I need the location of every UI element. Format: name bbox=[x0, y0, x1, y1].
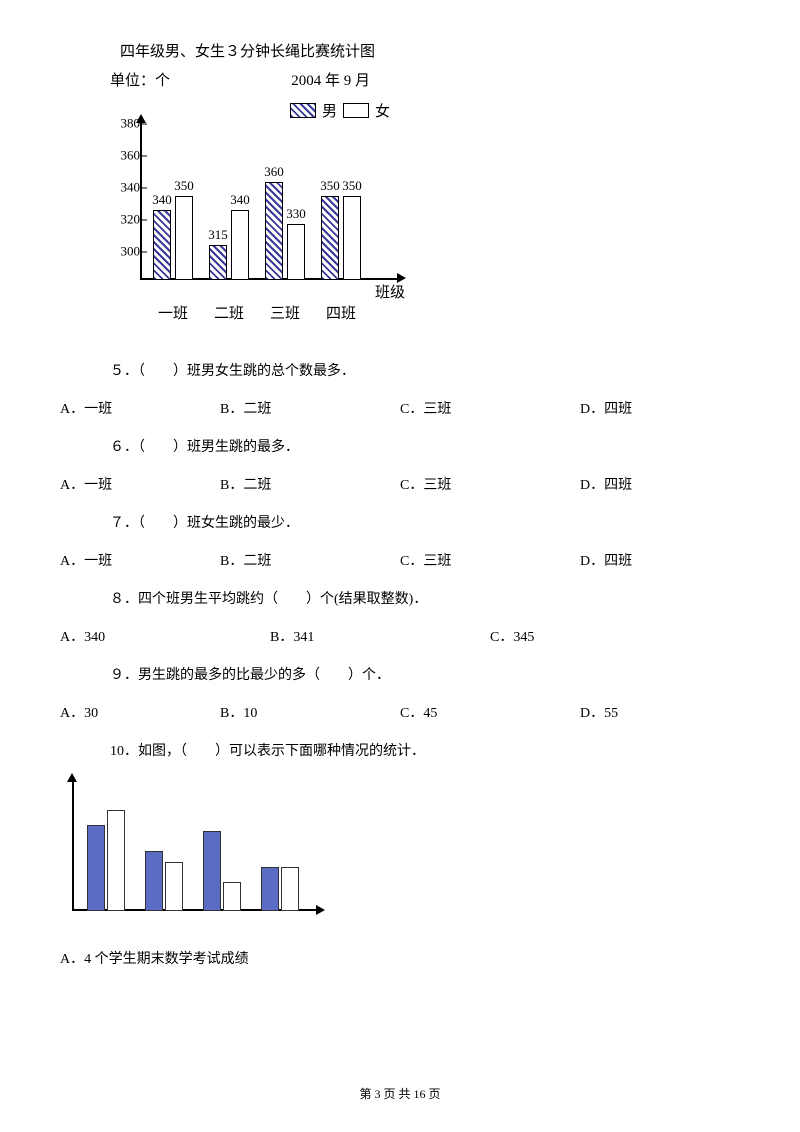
q6-opt-a: A．一班 bbox=[60, 474, 220, 494]
x-category-label: 一班 bbox=[158, 302, 188, 323]
question-9: ９．男生跳的最多的比最少的多（ ）个． bbox=[60, 664, 740, 684]
q7-options: A．一班 B．二班 C．三班 D．四班 bbox=[60, 550, 740, 570]
q5-options: A．一班 B．二班 C．三班 D．四班 bbox=[60, 398, 740, 418]
question-5: ５．（ ）班男女生跳的总个数最多． bbox=[60, 360, 740, 380]
y-axis-line bbox=[140, 120, 142, 280]
question-6: ６．（ ）班男生跳的最多． bbox=[60, 436, 740, 456]
legend-male-swatch bbox=[290, 103, 316, 118]
chart2-bar-outline bbox=[281, 867, 299, 911]
bar-female bbox=[175, 196, 193, 280]
q9-options: A．30 B．10 C．45 D．55 bbox=[60, 702, 740, 722]
bar-group: 350350 bbox=[321, 140, 365, 280]
bar-value-label: 350 bbox=[342, 178, 362, 194]
x-category-label: 三班 bbox=[270, 302, 300, 323]
chart1-subtitle-row: 单位：个 2004 年 9 月 bbox=[100, 69, 370, 90]
question-10: 10．如图，（ ）可以表示下面哪种情况的统计． bbox=[60, 740, 740, 760]
bar-value-label: 340 bbox=[230, 192, 250, 208]
q9-opt-c: C．45 bbox=[400, 702, 580, 722]
legend-female-swatch bbox=[343, 103, 369, 118]
q7-opt-c: C．三班 bbox=[400, 550, 580, 570]
q5-opt-d: D．四班 bbox=[580, 398, 632, 418]
bar-male bbox=[153, 210, 171, 280]
chart1-plot-area: 男 女 300320340360380 34035031534036033035… bbox=[100, 100, 420, 320]
chart2-container bbox=[60, 778, 740, 923]
bar-male bbox=[265, 182, 283, 280]
q8-opt-a: A．340 bbox=[60, 626, 270, 646]
chart1-title: 四年级男、女生３分钟长绳比赛统计图 bbox=[120, 40, 740, 61]
chart2-bar-filled bbox=[145, 851, 163, 911]
bar-female bbox=[343, 196, 361, 280]
q8-opt-b: B．341 bbox=[270, 626, 490, 646]
chart2-bar-outline bbox=[107, 810, 125, 911]
chart1-date: 2004 年 9 月 bbox=[291, 69, 370, 90]
bar-group: 315 340 bbox=[209, 140, 253, 280]
chart2-plot-area bbox=[60, 778, 320, 923]
x-category-label: 二班 bbox=[214, 302, 244, 323]
q5-opt-b: B．二班 bbox=[220, 398, 400, 418]
bar-value-label: 350 bbox=[174, 178, 194, 194]
chart2-bars bbox=[82, 791, 300, 911]
chart1-x-axis-title: 班级 bbox=[375, 281, 405, 302]
chart1-container: 四年级男、女生３分钟长绳比赛统计图 单位：个 2004 年 9 月 男 女 30… bbox=[100, 40, 740, 320]
bar-group: 360 330 bbox=[265, 140, 309, 280]
y-tick-label: 380 bbox=[121, 117, 141, 130]
bar-value-label: 340 bbox=[152, 192, 172, 208]
q7-opt-d: D．四班 bbox=[580, 550, 632, 570]
chart2-x-arrow-icon bbox=[316, 905, 325, 915]
q6-options: A．一班 B．二班 C．三班 D．四班 bbox=[60, 474, 740, 494]
bar-value-label: 315 bbox=[208, 227, 228, 243]
q5-opt-c: C．三班 bbox=[400, 398, 580, 418]
bar-value-label: 350 bbox=[320, 178, 340, 194]
q8-opt-c: C．345 bbox=[490, 626, 534, 646]
chart2-bar-outline bbox=[223, 882, 241, 911]
chart2-y-axis bbox=[72, 778, 74, 911]
bar-male bbox=[209, 245, 227, 280]
bar-male bbox=[321, 196, 339, 280]
q7-opt-b: B．二班 bbox=[220, 550, 400, 570]
bar-female bbox=[231, 210, 249, 280]
q7-opt-a: A．一班 bbox=[60, 550, 220, 570]
bar-group: 340350 bbox=[153, 140, 197, 280]
q10-opt-a: A．4 个学生期末数学考试成绩 bbox=[60, 948, 740, 968]
chart2-bar-filled bbox=[261, 867, 279, 911]
y-tick-label: 320 bbox=[121, 213, 141, 226]
q6-opt-d: D．四班 bbox=[580, 474, 632, 494]
chart2-bar-filled bbox=[203, 831, 221, 912]
chart2-y-arrow-icon bbox=[67, 773, 77, 782]
legend-female-text: 女 bbox=[375, 100, 390, 121]
question-7: ７．（ ）班女生跳的最少． bbox=[60, 512, 740, 532]
chart2-bar-outline bbox=[165, 862, 183, 911]
chart1-y-ticks: 300 320 340 360 380 bbox=[107, 120, 140, 280]
question-8: ８．四个班男生平均跳约（ ）个(结果取整数)． bbox=[60, 588, 740, 608]
q9-opt-d: D．55 bbox=[580, 702, 618, 722]
q8-options: A．340 B．341 C．345 bbox=[60, 626, 740, 646]
q9-opt-b: B．10 bbox=[220, 702, 400, 722]
bar-value-label: 360 bbox=[264, 164, 284, 180]
page-footer: 第 3 页 共 16 页 bbox=[0, 1085, 800, 1102]
chart1-legend: 男 女 bbox=[290, 100, 390, 121]
legend-male-text: 男 bbox=[322, 100, 337, 121]
y-tick-label: 340 bbox=[121, 181, 141, 194]
chart1-unit-label: 单位：个 bbox=[110, 69, 170, 90]
q6-opt-c: C．三班 bbox=[400, 474, 580, 494]
y-tick-label: 360 bbox=[121, 149, 141, 162]
y-tick-label: 300 bbox=[121, 245, 141, 258]
chart1-bars: 340350315340360330350350 bbox=[148, 140, 380, 280]
q6-opt-b: B．二班 bbox=[220, 474, 400, 494]
bar-female bbox=[287, 224, 305, 280]
x-category-label: 四班 bbox=[326, 302, 356, 323]
bar-value-label: 330 bbox=[286, 206, 306, 222]
q9-opt-a: A．30 bbox=[60, 702, 220, 722]
chart1-axes: 300320340360380 340350315340360330350350… bbox=[140, 120, 400, 300]
q5-opt-a: A．一班 bbox=[60, 398, 220, 418]
chart2-bar-filled bbox=[87, 825, 105, 911]
